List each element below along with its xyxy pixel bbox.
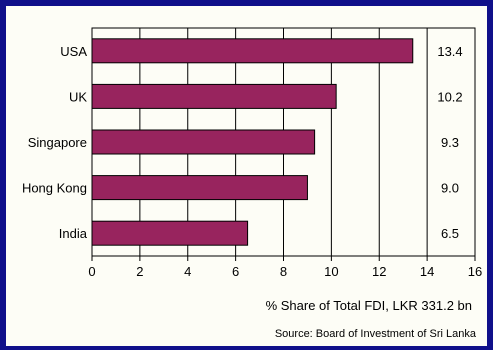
bar [91,38,414,64]
category-label: USA [60,44,87,59]
category-label: India [59,226,88,241]
value-label: 9.3 [441,135,459,150]
x-tick-label: 6 [232,264,239,279]
x-tick-label: 2 [136,264,143,279]
x-axis-label: % Share of Total FDI, LKR 331.2 bn [265,298,472,313]
chart-panel: USA 13.4 UK 10.2 Singapore 9.3 Hong Kong 9.0 Ind… [6,6,487,346]
category-label: Hong Kong [22,181,87,196]
bar [91,129,316,155]
x-tick-label: 10 [324,264,338,279]
category-label: UK [69,89,87,104]
bar-chart: USA 13.4 UK 10.2 Singapore 9.3 Hong Kong 9.0 Ind… [22,27,482,279]
x-tick-label: 16 [468,264,482,279]
bar [91,175,308,201]
category-label: Singapore [28,135,87,150]
value-label: 13.4 [437,44,462,59]
value-label: 6.5 [441,226,459,241]
x-tick-label: 0 [88,264,95,279]
x-tick-label: 8 [280,264,287,279]
bar [91,220,249,246]
source-note: Source: Board of Investment of Sri Lanka [274,328,476,340]
bar [91,83,337,109]
x-tick-label: 4 [184,264,191,279]
value-label: 9.0 [441,181,459,196]
value-label: 10.2 [437,89,462,104]
x-tick-label: 12 [372,264,386,279]
x-tick-label: 14 [420,264,434,279]
